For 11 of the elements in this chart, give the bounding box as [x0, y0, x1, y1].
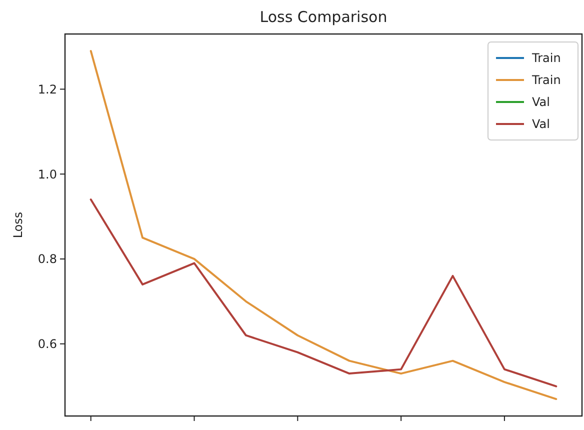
y-axis-title: Loss	[11, 212, 25, 238]
y-tick-label: 1.2	[38, 82, 57, 96]
line-series	[90, 198, 558, 388]
legend-label: Train	[531, 73, 561, 88]
y-tick-label: 0.6	[38, 337, 57, 352]
chart-title: Loss Comparison	[260, 8, 388, 26]
y-tick-label: 1.0	[38, 167, 57, 182]
y-tick-label: 0.8	[38, 252, 57, 266]
legend-label: Train	[531, 51, 561, 66]
legend-label: Val	[532, 117, 550, 132]
legend-label: Val	[532, 95, 550, 110]
